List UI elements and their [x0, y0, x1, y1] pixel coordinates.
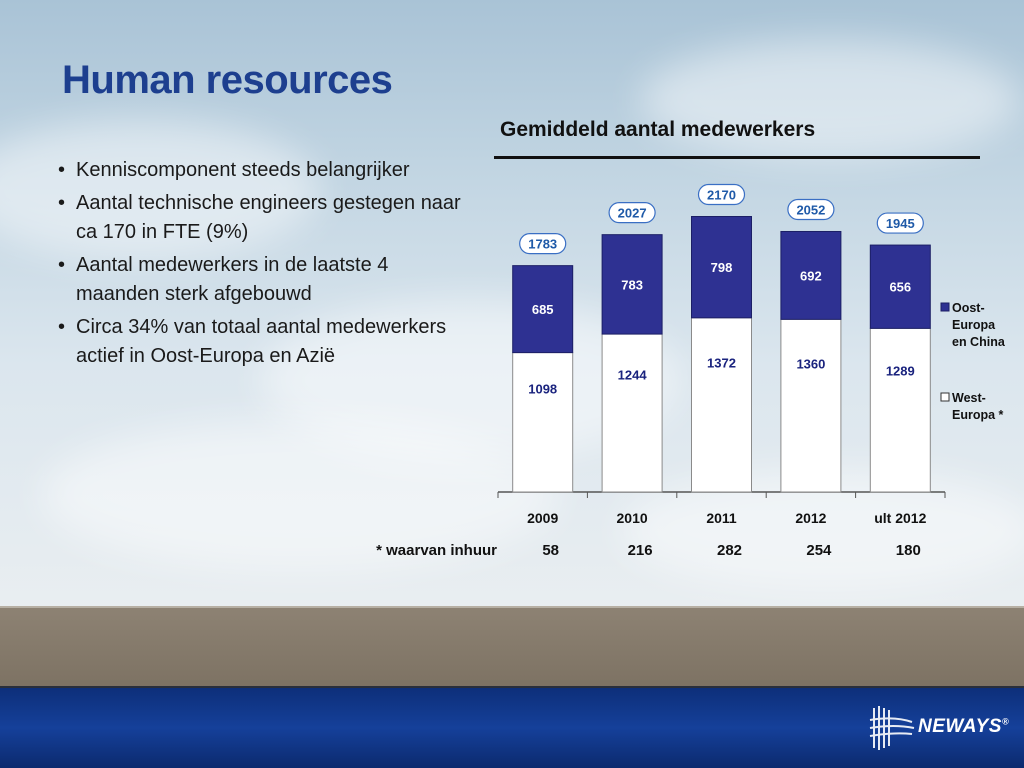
legend-label-west: Europa *: [952, 408, 1004, 422]
total-badge: [697, 183, 746, 206]
legend-label-oost: Europa: [952, 318, 996, 332]
sky-background: [0, 0, 1024, 608]
legend-label-west: West-: [952, 391, 986, 405]
legend-label-oost: en China: [952, 335, 1006, 349]
x-tick-label: 2010: [617, 510, 648, 526]
total-label: 1945: [886, 216, 915, 231]
total-label: 2170: [707, 188, 736, 203]
footnote-value: 216: [628, 542, 653, 559]
bullet-item: Aantal technische engineers gestegen naa…: [56, 189, 476, 247]
total-label: 1783: [528, 237, 557, 252]
data-label-oost: 656: [889, 280, 911, 295]
footer-band: [0, 688, 1024, 768]
total-badge: [519, 233, 567, 255]
chart-title-rule: [494, 156, 980, 159]
footer-divider: [0, 686, 1024, 689]
total-badge: [787, 198, 835, 221]
bar-west-europa: [512, 352, 574, 493]
bar-west-europa: [780, 318, 842, 493]
bar-oost-europa-china: [601, 234, 663, 335]
total-label: 2052: [796, 202, 825, 217]
stacked-bar-chart: 1098 685 1783 2009 58 1244 783 2027 2010 216 1372 7…: [376, 183, 1006, 559]
legend-label-oost: Oost-: [952, 301, 985, 315]
bullet-item: Circa 34% van totaal aantal medewerkers …: [56, 313, 476, 371]
x-tick-label: 2011: [706, 510, 737, 526]
bar-west-europa: [691, 317, 752, 493]
bar-oost-europa-china: [780, 230, 842, 320]
bullet-item: Aantal medewerkers in de laatste 4 maand…: [56, 251, 476, 309]
data-label-oost: 685: [532, 302, 554, 317]
bar-oost-europa-china: [869, 244, 931, 329]
footnote-value: 180: [896, 542, 921, 559]
x-tick-label: 2012: [795, 510, 826, 526]
x-tick-label: ult 2012: [874, 510, 926, 526]
bar-oost-europa-china: [512, 265, 574, 354]
data-label-west: 1098: [528, 381, 557, 396]
bar-oost-europa-china: [691, 216, 752, 319]
footnote-value: 254: [806, 542, 832, 559]
footnote-label: * waarvan inhuur: [376, 542, 497, 559]
bar-west-europa: [601, 333, 663, 493]
data-label-oost: 692: [800, 268, 822, 283]
bullet-list: Kenniscomponent steeds belangrijker Aant…: [56, 156, 476, 375]
footnote-value: 282: [717, 542, 742, 559]
legend-swatch-oost: [940, 302, 950, 312]
bar-west-europa: [869, 327, 931, 493]
data-label-west: 1372: [707, 355, 736, 370]
data-label-oost: 783: [621, 277, 643, 292]
bullet-item: Kenniscomponent steeds belangrijker: [56, 156, 476, 185]
ground-band: [0, 608, 1024, 688]
neways-logo-icon: [869, 706, 915, 750]
total-badge: [876, 212, 924, 234]
data-label-oost: 798: [711, 260, 733, 275]
logo-text: NEWAYS®: [918, 716, 1010, 737]
legend-swatch-west: [940, 392, 950, 402]
total-badge: [608, 202, 656, 224]
data-label-west: 1289: [886, 363, 915, 378]
x-tick-label: 2009: [527, 510, 558, 526]
chart-title: Gemiddeld aantal medewerkers: [500, 118, 816, 141]
footnote-value: 58: [542, 542, 559, 559]
data-label-west: 1360: [796, 357, 825, 372]
total-label: 2027: [618, 206, 647, 221]
page-title: Human resources: [62, 58, 393, 102]
data-label-west: 1244: [618, 368, 648, 383]
